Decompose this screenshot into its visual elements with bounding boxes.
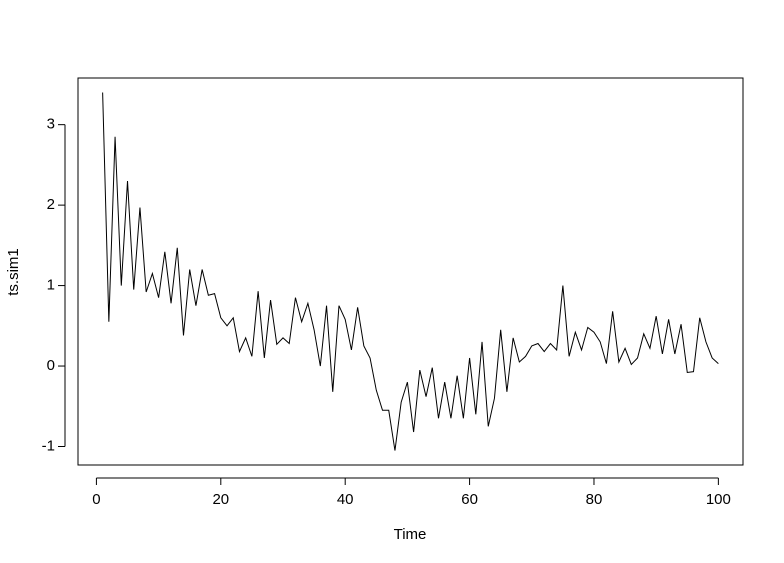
y-tick-label: 2 — [47, 196, 55, 213]
y-axis-label: ts.sim1 — [5, 248, 22, 296]
x-tick-label: 20 — [212, 491, 229, 508]
x-tick-label: 0 — [92, 491, 100, 508]
x-tick-label: 40 — [337, 491, 354, 508]
y-tick-label: 0 — [47, 357, 55, 374]
x-tick-label: 80 — [586, 491, 603, 508]
plot-box — [77, 77, 744, 466]
y-tick-label: -1 — [42, 437, 55, 454]
x-tick-label: 60 — [461, 491, 478, 508]
y-tick-label: 1 — [47, 277, 55, 294]
x-tick-label: 100 — [706, 491, 731, 508]
series-line — [102, 92, 719, 451]
x-axis-label: Time — [394, 526, 427, 543]
y-tick-label: 3 — [47, 116, 55, 133]
